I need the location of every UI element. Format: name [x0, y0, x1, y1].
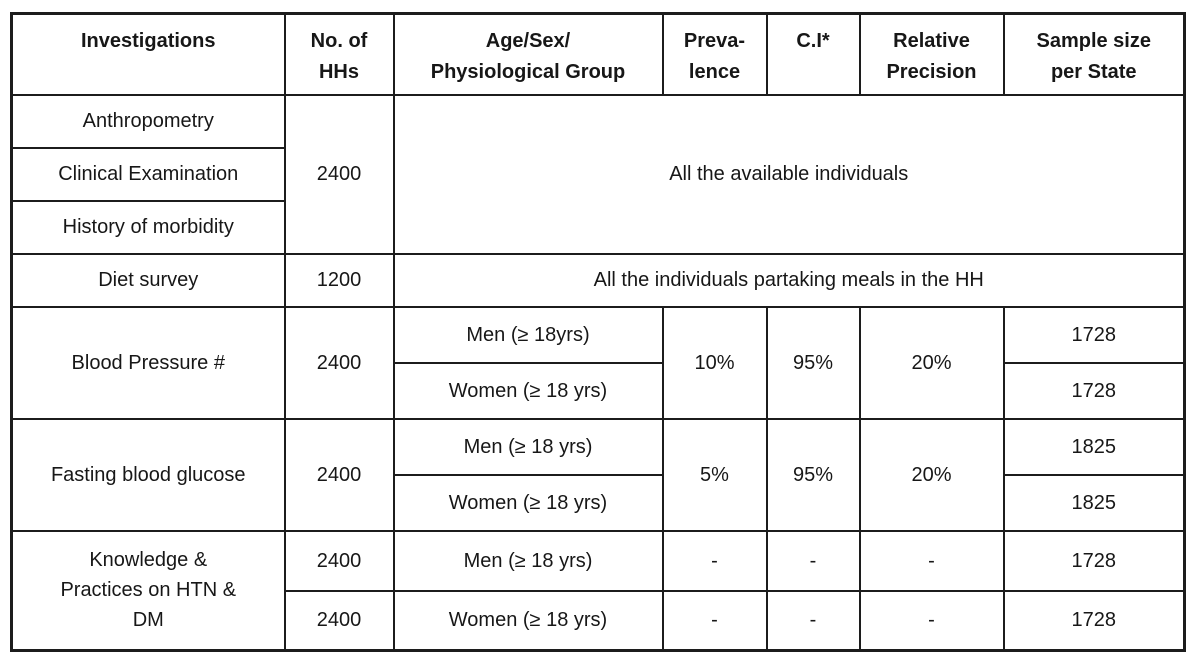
cell-bp-relative-precision: 20% [858, 305, 1005, 420]
row-blood-pressure-men: Blood Pressure # 2400 Men (≥ 18yrs) 10% … [10, 305, 1186, 420]
cell-knowledge-prevalence-women: - [661, 589, 768, 652]
cell-fbg-group-men: Men (≥ 18 yrs) [392, 417, 664, 476]
row-blood-pressure-women: Women (≥ 18 yrs) 1728 [12, 361, 1186, 420]
col-header-investigations: Investigations [10, 12, 286, 96]
row-knowledge-men: Knowledge & Practices on HTN & DM 2400 M… [10, 529, 1186, 652]
cell-knowledge-group-men: Men (≥ 18 yrs) [392, 529, 664, 592]
cell-general-group-note: All the available individuals [392, 93, 1186, 255]
cell-knowledge-ci-women: - [765, 589, 861, 652]
cell-knowledge-relative-precision-women: - [858, 589, 1005, 652]
col-header-no-of-hhs: No. of HHs [283, 12, 395, 96]
cell-general-no-of-hhs: 2400 [283, 93, 395, 255]
cell-bp-sample-size-men: 1728 [1002, 305, 1186, 364]
cell-bp-group-women: Women (≥ 18 yrs) [392, 361, 664, 420]
cell-investigation-fasting-glucose: Fasting blood glucose [10, 417, 286, 532]
cell-investigation-knowledge-practices: Knowledge & Practices on HTN & DM [10, 529, 286, 652]
cell-bp-ci: 95% [765, 305, 861, 420]
row-history-of-morbidity: History of morbidity [10, 199, 1185, 255]
row-diet-survey: Diet survey 1200 All the individuals par… [10, 252, 1186, 308]
cell-bp-group-men: Men (≥ 18yrs) [392, 305, 664, 364]
row-fasting-glucose-women: Women (≥ 18 yrs) 1825 [12, 473, 1186, 532]
cell-knowledge-relative-precision-men: - [858, 529, 1005, 592]
row-knowledge-women: 2400 Women (≥ 18 yrs) - - - 1728 [12, 589, 1186, 652]
col-header-relative-precision: Relative Precision [858, 12, 1005, 96]
cell-knowledge-no-of-hhs-women: 2400 [283, 589, 395, 652]
cell-bp-sample-size-women: 1728 [1002, 361, 1186, 420]
cell-fbg-group-women: Women (≥ 18 yrs) [392, 473, 664, 532]
cell-investigation-blood-pressure: Blood Pressure # [10, 305, 286, 420]
cell-fbg-ci: 95% [765, 417, 861, 532]
cell-fbg-prevalence: 5% [661, 417, 768, 532]
cell-bp-no-of-hhs: 2400 [283, 305, 395, 420]
col-header-sample-size: Sample size per State [1002, 12, 1186, 96]
cell-investigation-anthropometry: Anthropometry [10, 93, 286, 149]
cell-investigation-clinical-examination: Clinical Examination [10, 146, 286, 202]
cell-diet-no-of-hhs: 1200 [283, 252, 395, 308]
sampling-design-table: Investigations No. of HHs Age/Sex/ Physi… [10, 12, 1186, 652]
col-header-ci: C.I* [765, 12, 861, 96]
cell-fbg-sample-size-men: 1825 [1002, 417, 1186, 476]
cell-knowledge-sample-size-women: 1728 [1002, 589, 1186, 652]
cell-knowledge-no-of-hhs-men: 2400 [283, 529, 395, 592]
row-fasting-glucose-men: Fasting blood glucose 2400 Men (≥ 18 yrs… [10, 417, 1186, 532]
cell-fbg-no-of-hhs: 2400 [283, 417, 395, 532]
cell-bp-prevalence: 10% [661, 305, 768, 420]
cell-fbg-relative-precision: 20% [858, 417, 1005, 532]
cell-knowledge-group-women: Women (≥ 18 yrs) [392, 589, 664, 652]
header-row: Investigations No. of HHs Age/Sex/ Physi… [10, 12, 1186, 96]
col-header-prevalence: Preva- lence [661, 12, 768, 96]
cell-investigation-history-of-morbidity: History of morbidity [10, 199, 286, 255]
cell-knowledge-prevalence-men: - [661, 529, 768, 592]
cell-investigation-diet-survey: Diet survey [10, 252, 286, 308]
cell-diet-group-note: All the individuals partaking meals in t… [392, 252, 1186, 308]
row-clinical-examination: Clinical Examination [10, 146, 1185, 202]
col-header-age-sex-group: Age/Sex/ Physiological Group [392, 12, 664, 96]
cell-knowledge-sample-size-men: 1728 [1002, 529, 1186, 592]
cell-knowledge-ci-men: - [765, 529, 861, 592]
row-anthropometry: Anthropometry 2400 All the available ind… [10, 93, 1186, 255]
cell-fbg-sample-size-women: 1825 [1002, 473, 1186, 532]
